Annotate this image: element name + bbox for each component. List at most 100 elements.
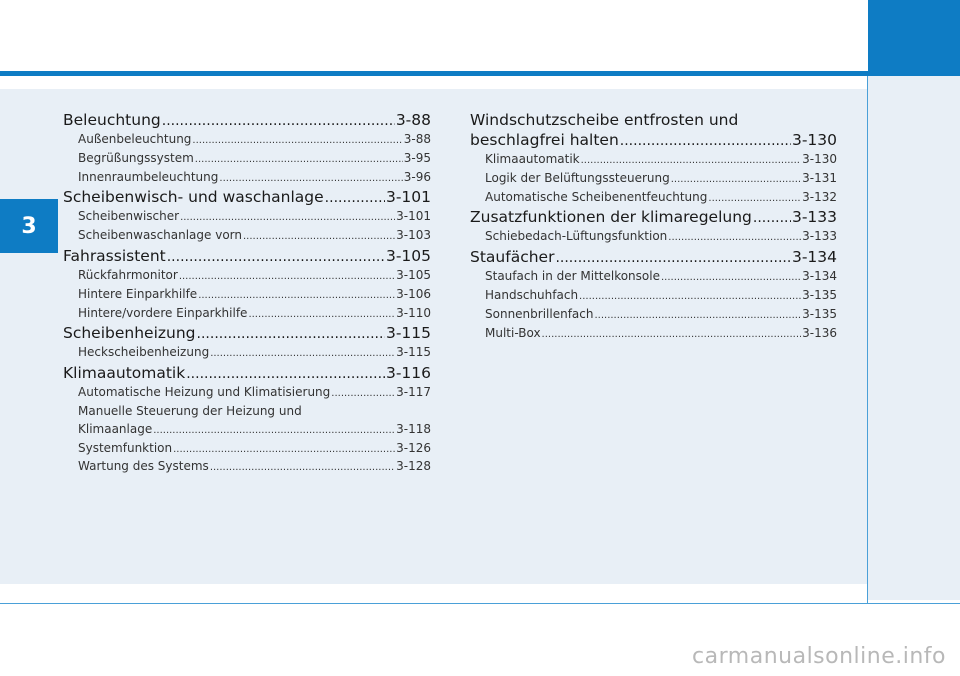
toc-page-number: 3-130 — [802, 152, 837, 166]
dot-leader — [198, 287, 395, 305]
toc-right-column: Windschutzscheibe entfrosten und beschlag… — [470, 110, 837, 343]
dot-leader — [167, 247, 385, 267]
toc-entry-title: Scheibenwaschanlage vorn — [78, 228, 242, 243]
toc-page-number: 3-117 — [396, 385, 431, 400]
toc-page-number: 3-133 — [791, 208, 837, 227]
toc-entry-title: Klimaautomatik — [63, 364, 186, 383]
toc-entry-title: Staufächer — [470, 248, 555, 267]
toc-heading[interactable]: beschlagfrei halten 3-130 — [470, 130, 837, 151]
toc-subentry[interactable]: Automatische Heizung und Klimatisierung 3… — [63, 384, 431, 403]
toc-page-number: 3-135 — [802, 287, 837, 302]
toc-page-number: 3-118 — [396, 421, 431, 436]
dot-leader — [248, 306, 395, 324]
toc-page-number: 3-131 — [802, 170, 837, 185]
toc-page-number: 3-130 — [791, 131, 837, 149]
toc-subentry[interactable]: Multi-Box 3-136 — [470, 325, 837, 344]
dot-leader — [197, 324, 385, 344]
dot-leader — [753, 208, 791, 228]
toc-page-number: 3-110 — [396, 305, 431, 320]
toc-subentry[interactable]: Klimaautomatik 3-130 — [470, 151, 837, 170]
dot-leader — [195, 151, 403, 169]
toc-page-number: 3-101 — [396, 209, 431, 224]
toc-subentry[interactable]: Heckscheibenheizung 3-115 — [63, 344, 431, 363]
toc-page-number: 3-135 — [802, 306, 837, 321]
toc-entry-title: Schiebedach-Lüftungsfunktion — [485, 229, 668, 244]
toc-entry-title: Zusatzfunktionen der klimaregelung — [470, 208, 752, 227]
toc-subentry[interactable]: Scheibenwischer 3-101 — [63, 208, 431, 227]
dot-leader — [325, 188, 385, 208]
dot-leader — [581, 152, 802, 170]
toc-page-number: 3-88 — [403, 132, 431, 146]
toc-heading[interactable]: Klimaautomatik 3-116 — [63, 363, 431, 384]
toc-entry-title: Hintere/vordere Einparkhilfe — [78, 305, 248, 320]
dot-leader — [594, 307, 801, 325]
dot-leader — [555, 248, 791, 268]
toc-page-number: 3-115 — [396, 345, 431, 360]
dot-leader — [192, 132, 402, 150]
toc-heading[interactable]: Scheibenwisch- und waschanlage 3-101 — [63, 187, 431, 208]
toc-subentry[interactable]: Scheibenwaschanlage vorn 3-103 — [63, 227, 431, 246]
toc-entry-title: Klimaanlage — [78, 421, 153, 436]
toc-subentry[interactable]: Innenraumbeleuchtung 3-96 — [63, 169, 431, 188]
toc-entry-title: Innenraumbeleuchtung — [78, 169, 219, 184]
toc-entry-title: Klimaautomatik — [485, 152, 580, 166]
right-divider-line — [867, 76, 868, 604]
toc-subentry[interactable]: Logik der Belüftungssteuerung 3-131 — [470, 170, 837, 189]
toc-entry-title: Heckscheibenheizung — [78, 345, 210, 360]
dot-leader — [210, 345, 395, 363]
toc-page-number: 3-95 — [403, 150, 431, 165]
right-margin-band — [868, 0, 960, 600]
toc-page-number: 3-132 — [802, 189, 837, 204]
toc-page-number: 3-133 — [802, 229, 837, 244]
toc-heading-line1: Windschutzscheibe entfrosten und — [470, 111, 739, 129]
toc-entry-title: Handschuhfach — [485, 287, 579, 302]
toc-entry-title: Logik der Belüftungssteuerung — [485, 170, 670, 185]
toc-entry-title: Scheibenwisch- und waschanlage — [63, 188, 324, 207]
dot-leader — [186, 364, 385, 384]
toc-heading[interactable]: Fahrassistent 3-105 — [63, 246, 431, 267]
toc-entry-title: Wartung des Systems — [78, 459, 209, 474]
toc-subentry[interactable]: Hintere/vordere Einparkhilfe 3-110 — [63, 305, 431, 324]
toc-heading[interactable]: Scheibenheizung 3-115 — [63, 323, 431, 344]
toc-page-number: 3-126 — [396, 440, 431, 455]
toc-subentry[interactable]: Systemfunktion 3-126 — [63, 440, 431, 459]
toc-entry-title: Staufach in der Mittelkonsole — [485, 269, 660, 284]
dot-leader — [671, 171, 801, 189]
toc-page-number: 3-88 — [395, 111, 431, 129]
toc-subentry[interactable]: Wartung des Systems 3-128 — [63, 458, 431, 477]
toc-left-column: Beleuchtung 3-88 Außenbeleuchtung 3-88 Begrü… — [63, 110, 431, 477]
dot-leader — [219, 170, 402, 188]
dot-leader — [179, 268, 395, 286]
toc-page-number: 3-101 — [385, 188, 431, 207]
dot-leader — [579, 288, 801, 306]
dot-leader — [243, 228, 395, 246]
toc-page-number: 3-105 — [396, 267, 431, 282]
toc-entry-title: Scheibenheizung — [63, 324, 196, 343]
toc-entry-title: Hintere Einparkhilfe — [78, 286, 198, 301]
toc-page-number: 3-134 — [791, 248, 837, 267]
toc-subentry[interactable]: Automatische Scheibenentfeuchtung 3-132 — [470, 189, 837, 208]
dot-leader — [153, 422, 395, 440]
toc-entry-title: Automatische Heizung und Klimatisierung — [78, 385, 331, 400]
toc-subentry[interactable]: Hintere Einparkhilfe 3-106 — [63, 286, 431, 305]
toc-subentry[interactable]: Sonnenbrillenfach 3-135 — [470, 306, 837, 325]
toc-entry-title: Systemfunktion — [78, 440, 173, 455]
toc-entry-title: Außenbeleuchtung — [78, 132, 192, 146]
toc-subentry[interactable]: Klimaanlage 3-118 — [63, 421, 431, 440]
toc-subentry[interactable]: Rückfahrmonitor 3-105 — [63, 267, 431, 286]
toc-heading[interactable]: Beleuchtung 3-88 — [63, 110, 431, 131]
toc-page-number: 3-116 — [385, 364, 431, 383]
toc-subentry[interactable]: Schiebedach-Lüftungsfunktion 3-133 — [470, 228, 837, 247]
toc-entry-title: Sonnenbrillenfach — [485, 306, 594, 321]
toc-subentry[interactable]: Begrüßungssystem 3-95 — [63, 150, 431, 169]
toc-page-number: 3-103 — [396, 228, 431, 243]
toc-heading[interactable]: Zusatzfunktionen der klimaregelung 3-133 — [470, 207, 837, 228]
toc-entry-title: Automatische Scheibenentfeuchtung — [485, 189, 708, 204]
toc-subentry[interactable]: Außenbeleuchtung 3-88 — [63, 131, 431, 150]
toc-subentry[interactable]: Staufach in der Mittelkonsole 3-134 — [470, 268, 837, 287]
toc-heading[interactable]: Staufächer 3-134 — [470, 247, 837, 268]
toc-page-number: 3-115 — [385, 324, 431, 343]
toc-subentry[interactable]: Handschuhfach 3-135 — [470, 287, 837, 306]
toc-entry-title: Begrüßungssystem — [78, 150, 194, 165]
toc-page-number: 3-128 — [396, 459, 431, 474]
